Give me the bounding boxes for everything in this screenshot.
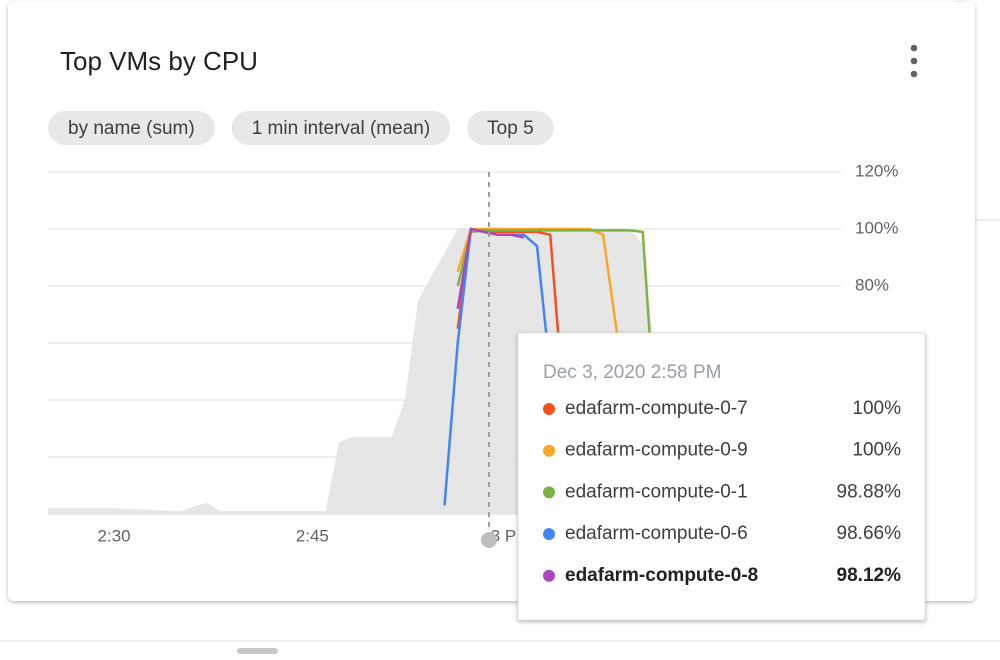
tooltip-value: 98.12% (837, 565, 902, 586)
filter-chip[interactable]: Top 5 (467, 111, 554, 145)
series-line (456, 229, 671, 500)
x-tick-label: 2:45 (296, 526, 329, 545)
menu-dot (910, 44, 918, 52)
chip-bg (48, 111, 215, 145)
cursor-handle[interactable] (481, 532, 497, 548)
tooltip-series-name: edafarm-compute-0-8 (565, 565, 758, 586)
drag-handle[interactable] (237, 648, 278, 654)
chip-bg (231, 111, 451, 145)
filter-chip[interactable]: 1 min interval (mean) (231, 111, 451, 145)
tooltip-value: 98.66% (837, 523, 902, 544)
legend-dot (543, 569, 555, 582)
filter-chip[interactable]: by name (sum) (48, 111, 215, 145)
legend-dot (543, 528, 555, 541)
y-tick-label: 120% (855, 161, 898, 180)
chip-row: by name (sum) 1 min interval (mean) Top 5 (48, 111, 554, 145)
series-line (456, 227, 644, 486)
tooltip-series-name: edafarm-compute-0-7 (565, 398, 748, 419)
x-tick-label: 2:30 (98, 526, 131, 545)
tooltip-title: Dec 3, 2020 2:58 PM (543, 362, 722, 383)
chip-label: 1 min interval (mean) (252, 118, 430, 139)
tooltip-series-name: edafarm-compute-0-9 (565, 440, 748, 461)
y-tick-label: 80% (855, 275, 889, 294)
card-title: Top VMs by CPU (60, 46, 258, 76)
chip-bg (467, 111, 554, 145)
chip-label: Top 5 (487, 118, 533, 139)
tooltip-series-name: edafarm-compute-0-1 (565, 481, 748, 502)
menu-dot (910, 70, 918, 78)
legend-dot (543, 444, 555, 457)
more-menu[interactable] (910, 44, 918, 78)
legend-dot (543, 403, 555, 415)
tooltip-series-name: edafarm-compute-0-6 (565, 523, 748, 544)
legend-dot (543, 486, 555, 499)
tooltip-value: 100% (852, 398, 901, 419)
tooltip-value: 100% (852, 440, 901, 461)
menu-dot (910, 57, 918, 65)
series-line (456, 227, 525, 310)
tooltip-value: 98.88% (837, 481, 902, 502)
tooltip-box (517, 332, 926, 621)
tooltip: Dec 3, 2020 2:58 PM edafarm-compute-0-7 1… (517, 332, 926, 621)
y-tick-label: 100% (855, 218, 898, 237)
chip-label: by name (sum) (68, 118, 195, 139)
